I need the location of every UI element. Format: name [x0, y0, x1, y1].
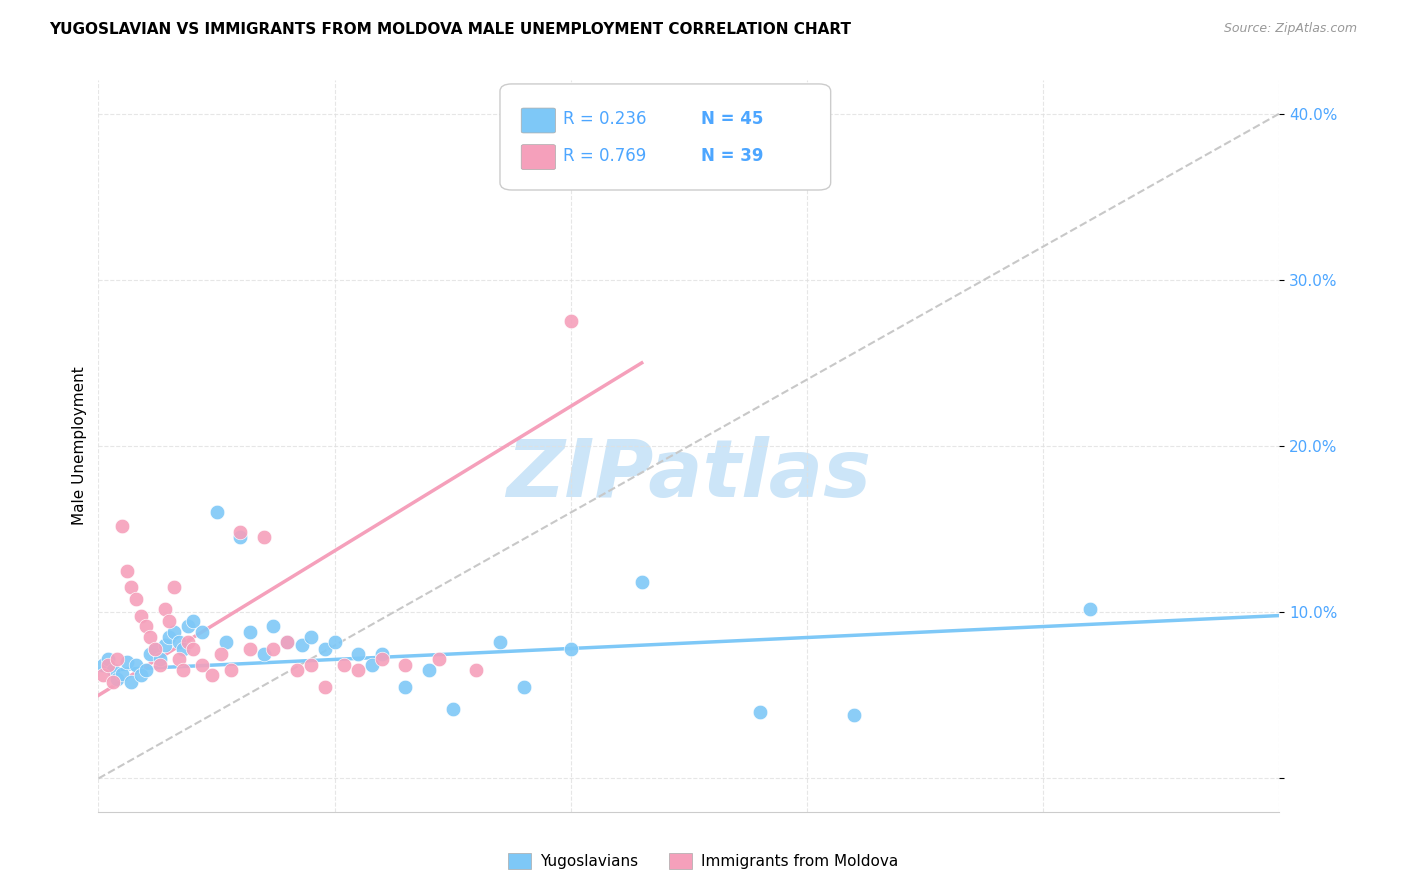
- Point: [97, 652, 120, 666]
- Point: [129, 668, 152, 682]
- Point: [115, 564, 138, 578]
- Point: [276, 635, 298, 649]
- Point: [181, 614, 204, 628]
- Point: [418, 664, 440, 678]
- Point: [157, 614, 180, 628]
- Text: N = 45: N = 45: [700, 110, 763, 128]
- Point: [191, 658, 214, 673]
- Point: [105, 672, 128, 686]
- Point: [253, 530, 276, 544]
- Point: [262, 618, 284, 632]
- Point: [167, 635, 190, 649]
- Point: [465, 664, 488, 678]
- Point: [91, 658, 114, 673]
- Point: [560, 314, 582, 328]
- Text: N = 39: N = 39: [700, 146, 763, 165]
- Point: [205, 506, 228, 520]
- Point: [394, 680, 416, 694]
- Text: Source: ZipAtlas.com: Source: ZipAtlas.com: [1223, 22, 1357, 36]
- Point: [347, 664, 370, 678]
- Point: [512, 680, 534, 694]
- Point: [121, 580, 143, 594]
- Point: [229, 525, 252, 540]
- Point: [143, 641, 166, 656]
- Point: [314, 680, 336, 694]
- Point: [229, 530, 252, 544]
- Point: [163, 625, 186, 640]
- Point: [299, 658, 322, 673]
- Point: [290, 639, 312, 653]
- Point: [844, 708, 866, 723]
- Point: [630, 575, 652, 590]
- Point: [191, 625, 214, 640]
- Text: YUGOSLAVIAN VS IMMIGRANTS FROM MOLDOVA MALE UNEMPLOYMENT CORRELATION CHART: YUGOSLAVIAN VS IMMIGRANTS FROM MOLDOVA M…: [49, 22, 851, 37]
- Point: [560, 641, 582, 656]
- Point: [333, 658, 356, 673]
- Point: [125, 658, 148, 673]
- Point: [253, 647, 276, 661]
- Point: [181, 641, 204, 656]
- Point: [239, 641, 262, 656]
- Point: [361, 658, 384, 673]
- Point: [129, 608, 152, 623]
- Point: [371, 647, 394, 661]
- Point: [394, 658, 416, 673]
- Point: [125, 591, 148, 606]
- Point: [215, 635, 238, 649]
- Point: [172, 641, 194, 656]
- Point: [101, 675, 124, 690]
- Point: [101, 664, 124, 678]
- Point: [489, 635, 512, 649]
- Legend: Yugoslavians, Immigrants from Moldova: Yugoslavians, Immigrants from Moldova: [502, 847, 904, 875]
- FancyBboxPatch shape: [522, 108, 555, 133]
- Point: [111, 666, 134, 681]
- Point: [149, 658, 172, 673]
- FancyBboxPatch shape: [522, 145, 555, 169]
- Text: R = 0.769: R = 0.769: [562, 146, 645, 165]
- Point: [285, 664, 308, 678]
- Point: [153, 602, 176, 616]
- Point: [177, 618, 200, 632]
- Point: [97, 658, 120, 673]
- Point: [299, 630, 322, 644]
- Point: [121, 675, 143, 690]
- Point: [239, 625, 262, 640]
- Point: [371, 652, 394, 666]
- Point: [314, 641, 336, 656]
- Point: [167, 652, 190, 666]
- Point: [105, 652, 128, 666]
- Point: [111, 518, 134, 533]
- Point: [135, 664, 157, 678]
- Point: [172, 664, 194, 678]
- Point: [157, 630, 180, 644]
- Point: [135, 618, 157, 632]
- Point: [163, 580, 186, 594]
- Y-axis label: Male Unemployment: Male Unemployment: [72, 367, 87, 525]
- Point: [347, 647, 370, 661]
- Point: [219, 664, 242, 678]
- Point: [201, 668, 224, 682]
- Text: R = 0.236: R = 0.236: [562, 110, 647, 128]
- Point: [441, 701, 464, 715]
- Point: [748, 705, 770, 719]
- Text: ZIPatlas: ZIPatlas: [506, 436, 872, 515]
- Point: [177, 635, 200, 649]
- Point: [427, 652, 450, 666]
- Point: [209, 647, 232, 661]
- Point: [115, 655, 138, 669]
- Point: [139, 630, 162, 644]
- Point: [91, 668, 114, 682]
- Point: [323, 635, 346, 649]
- Point: [143, 641, 166, 656]
- Point: [149, 652, 172, 666]
- FancyBboxPatch shape: [501, 84, 831, 190]
- Point: [153, 639, 176, 653]
- Point: [139, 647, 162, 661]
- Point: [276, 635, 298, 649]
- Point: [1080, 602, 1102, 616]
- Point: [262, 641, 284, 656]
